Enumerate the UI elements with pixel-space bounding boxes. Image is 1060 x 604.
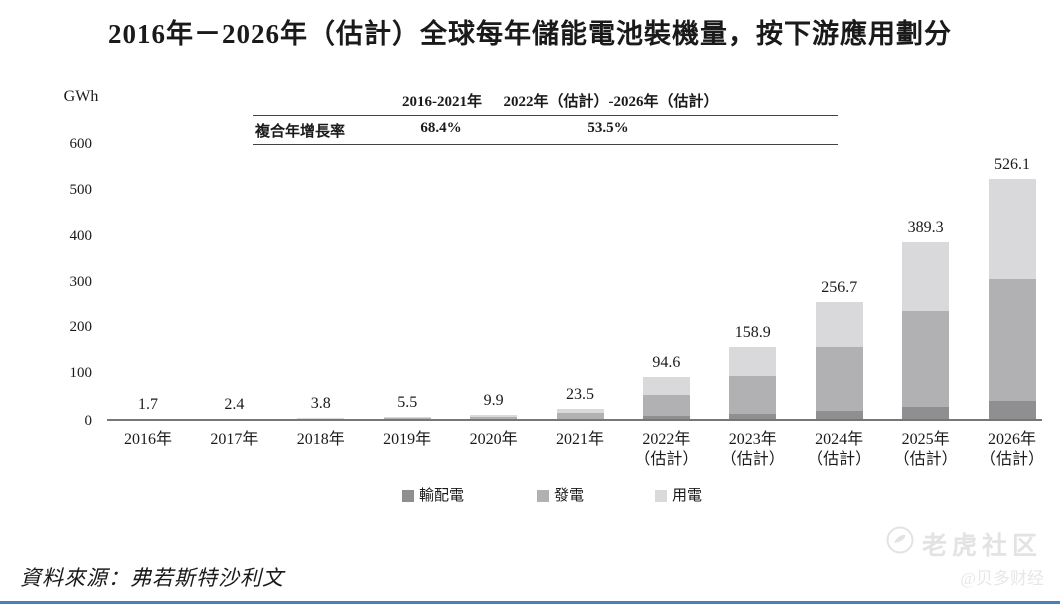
bar-segment-輸配電 (815, 410, 863, 420)
legend-label: 發電 (554, 488, 585, 504)
bar-segment-用電 (297, 418, 345, 419)
watermark-community-name: 老虎社区 (922, 533, 1043, 560)
bar-segment-輸配電 (642, 415, 690, 420)
bar-segment-發電 (815, 347, 863, 411)
bar-segment-用電 (642, 376, 690, 395)
bar-segment-發電 (988, 279, 1036, 402)
bar-segment-用電 (383, 417, 431, 419)
cagr-col2-value: 53.5% (587, 120, 629, 136)
x-axis-label: 2024年 （估計） (807, 431, 872, 468)
bar-total-label: 158.9 (734, 324, 771, 342)
y-axis-tick-label: 600 (69, 136, 93, 153)
x-axis-label: 2018年 (296, 431, 345, 448)
cagr-col1-value: 68.4% (420, 120, 462, 136)
x-axis-label: 2017年 (210, 431, 259, 448)
bar-total-label: 94.6 (652, 353, 681, 371)
bar-segment-用電 (815, 302, 863, 348)
bar-total-label: 2.4 (224, 395, 245, 413)
legend-label: 輸配電 (419, 488, 465, 504)
x-axis-label: 2020年 (469, 431, 518, 448)
cagr-col2-header: 2022年（估計）-2026年（估計） (503, 94, 719, 110)
y-axis-tick-label: 0 (84, 413, 93, 429)
legend-swatch-輸配電 (402, 490, 414, 502)
x-axis-label: 2025年 （估計） (893, 431, 958, 468)
y-axis-tick-label: 500 (69, 181, 93, 198)
bottom-accent-bar (0, 601, 1060, 604)
bar-segment-發電 (902, 311, 950, 408)
cagr-divider-bottom (253, 144, 838, 145)
y-axis-tick-label: 200 (69, 319, 93, 336)
legend-swatch-用電 (655, 490, 667, 502)
bar-segment-發電 (729, 376, 777, 415)
x-axis-label: 2023年 （估計） (720, 431, 785, 468)
bar-segment-發電 (556, 412, 604, 419)
x-axis-label: 2019年 (383, 431, 432, 448)
cagr-row-label: 複合年增長率 (255, 124, 346, 140)
bar-segment-輸配電 (988, 401, 1036, 420)
bar-segment-用電 (902, 241, 950, 312)
bar-total-label: 9.9 (483, 392, 504, 410)
bar-total-label: 23.5 (566, 386, 594, 404)
y-axis-unit-label: GWh (63, 88, 99, 105)
x-axis-label: 2021年 (555, 431, 604, 448)
y-axis-tick-label: 300 (69, 273, 93, 290)
chart-title: 2016年－2026年（估計）全球每年儲能電池裝機量，按下游應用劃分 (108, 19, 952, 49)
bar-segment-輸配電 (729, 414, 777, 420)
bar-total-label: 256.7 (821, 279, 858, 297)
bar-total-label: 389.3 (907, 218, 944, 236)
bar-total-label: 5.5 (397, 394, 418, 412)
legend-swatch-發電 (537, 490, 549, 502)
bar-segment-輸配電 (902, 407, 950, 420)
x-axis-label: 2022年 （估計） (634, 431, 699, 468)
x-axis-label: 2016年 (123, 431, 172, 448)
bar-segment-發電 (642, 394, 690, 416)
bar-segment-用電 (729, 347, 777, 377)
bar-segment-用電 (988, 178, 1036, 280)
bar-segment-用電 (556, 409, 604, 413)
bar-total-label: 526.1 (994, 155, 1030, 173)
cagr-divider-top (253, 115, 838, 116)
tiger-logo-icon (886, 526, 914, 554)
watermark-account: @贝多财经 (960, 569, 1044, 588)
bar-segment-用電 (470, 415, 518, 417)
y-axis-tick-label: 100 (69, 365, 93, 382)
cagr-col1-header: 2016-2021年 (402, 94, 482, 110)
cagr-table: 2016-2021年 2022年（估計）-2026年（估計） 複合年增長率 68… (253, 88, 838, 148)
x-axis-label: 2026年 （估計） (979, 431, 1044, 468)
legend-label: 用電 (672, 488, 703, 504)
bar-total-label: 1.7 (138, 396, 158, 413)
bar-segment-發電 (470, 416, 518, 420)
bar-total-label: 3.8 (310, 395, 331, 413)
source-note: 資料來源：弗若斯特沙利文 (20, 566, 284, 590)
y-axis-tick-label: 400 (69, 227, 93, 244)
x-axis-line (107, 419, 1042, 421)
